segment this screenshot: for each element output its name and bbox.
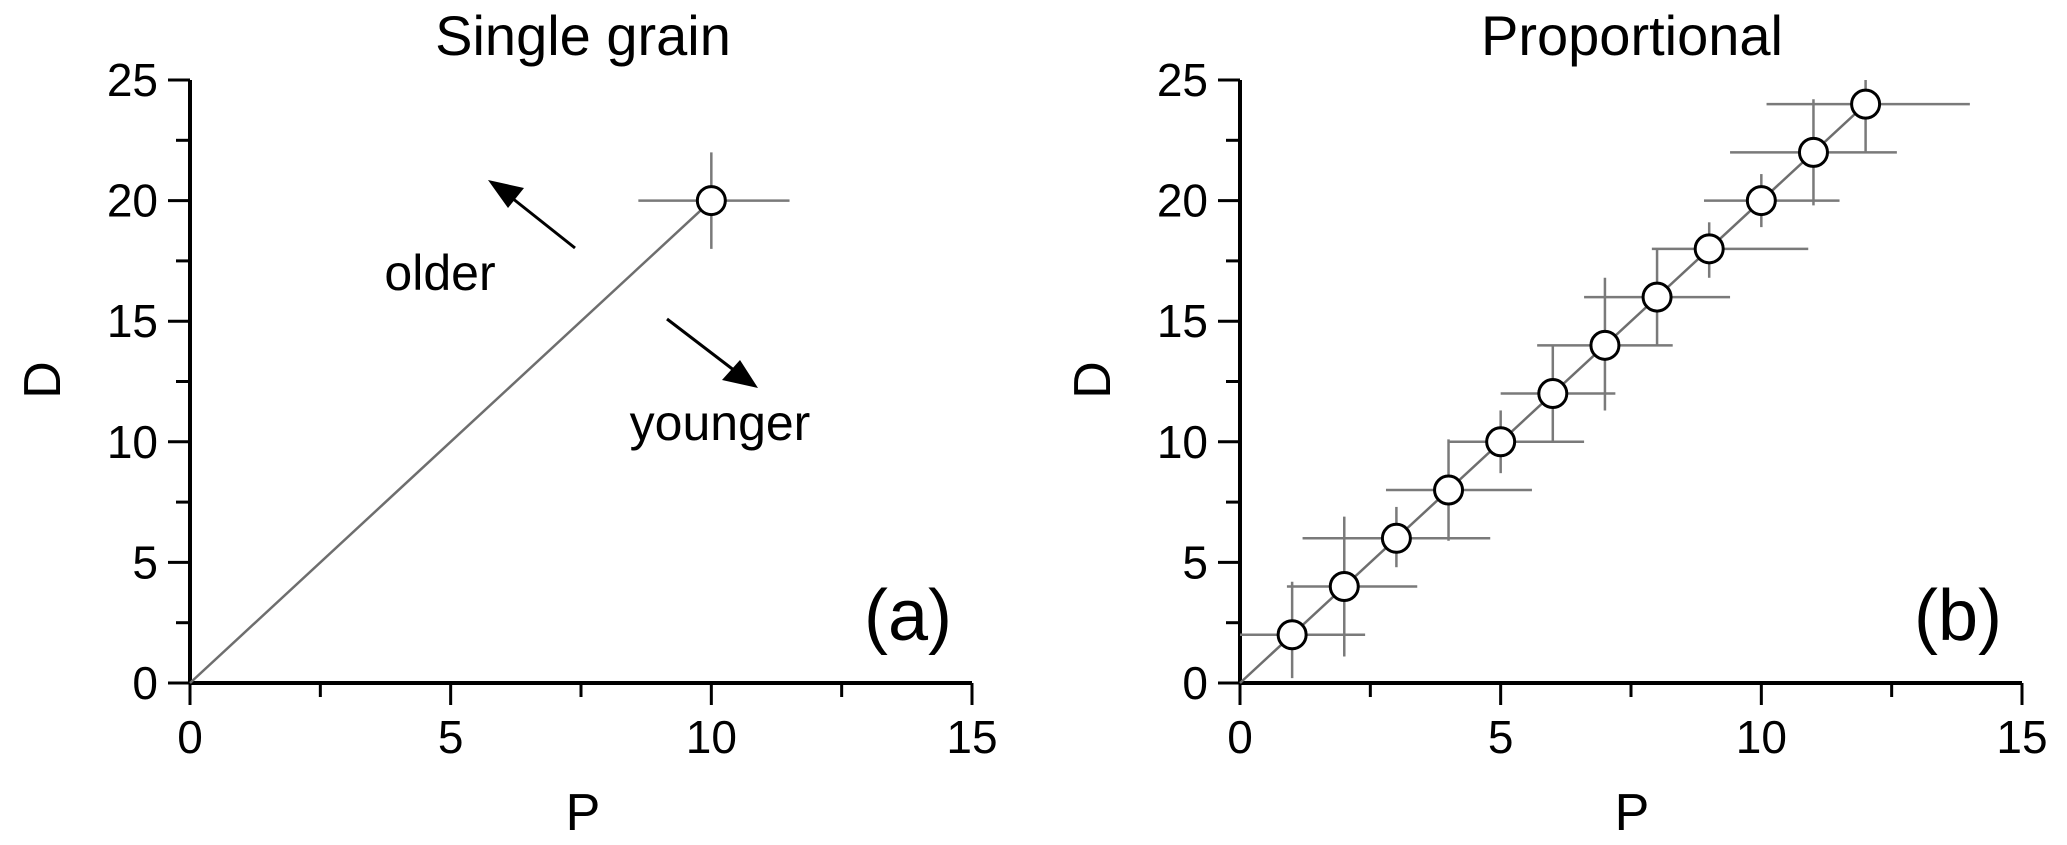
panel-b-title: Proportional — [1481, 4, 1783, 67]
panel-b-data-point — [1693, 233, 1725, 265]
panel-a-y-tick-label: 0 — [132, 657, 158, 709]
panel-b-data-point — [1589, 329, 1621, 361]
panel-b-data-point — [1797, 136, 1829, 168]
panel-b-x-axis-label: P — [1615, 784, 1650, 842]
panel-a: Single grain P D (a) older younger 0 5 10 1… — [14, 4, 998, 842]
panel-a-y-tick-label: 25 — [107, 54, 158, 106]
arrow-older — [488, 180, 576, 250]
panel-b-data-point — [1537, 378, 1569, 410]
panel-a-y-tick-label: 20 — [107, 175, 158, 227]
panel-b-data-point — [1433, 474, 1465, 506]
panel-b-data-point — [1745, 185, 1777, 217]
panel-a-title: Single grain — [435, 4, 731, 67]
panel-b-x-tick-label: 10 — [1736, 711, 1787, 763]
panel-b-data-point — [1328, 571, 1360, 603]
panel-b-y-tick-label: 15 — [1157, 295, 1208, 347]
panel-b-y-tick-label: 25 — [1157, 54, 1208, 106]
panel-b-x-tick-label: 0 — [1227, 711, 1253, 763]
panel-a-x-tick-label: 0 — [177, 711, 203, 763]
panel-b-data-point — [1276, 619, 1308, 651]
panel-a-y-tick-label: 10 — [107, 416, 158, 468]
panel-b-y-tick-label: 0 — [1182, 657, 1208, 709]
panel-a-label: (a) — [864, 576, 952, 656]
annotation-younger: younger — [630, 395, 811, 451]
panel-b-data-point — [1641, 281, 1673, 313]
panel-a-data-point — [695, 185, 727, 217]
panel-a-y-tick-label: 5 — [132, 536, 158, 588]
panel-a-y-axis-label: D — [14, 361, 72, 399]
panel-b-y-tick-label: 5 — [1182, 536, 1208, 588]
panel-b-y-tick-label: 20 — [1157, 175, 1208, 227]
panel-b: Proportional P D (b) 0 5 10 15 0 5 10 15 20 25 — [1064, 4, 2048, 842]
annotation-older: older — [384, 245, 495, 301]
arrow-younger — [666, 317, 758, 388]
panel-a-x-tick-label: 10 — [686, 711, 737, 763]
panel-a-x-axis-label: P — [566, 784, 601, 842]
panel-b-data-point — [1380, 522, 1412, 554]
panel-a-y-tick-label: 15 — [107, 295, 158, 347]
panel-b-x-tick-label: 15 — [1996, 711, 2047, 763]
panel-a-x-tick-label: 15 — [946, 711, 997, 763]
panel-a-x-tick-label: 5 — [438, 711, 464, 763]
panel-a-fit-line — [189, 199, 713, 684]
panel-b-x-tick-label: 5 — [1488, 711, 1514, 763]
panel-b-y-axis-label: D — [1064, 361, 1122, 399]
panel-b-y-tick-label: 10 — [1157, 416, 1208, 468]
panel-b-data-point — [1850, 88, 1882, 120]
panel-b-label: (b) — [1914, 576, 2002, 656]
panel-b-data-point — [1485, 426, 1517, 458]
